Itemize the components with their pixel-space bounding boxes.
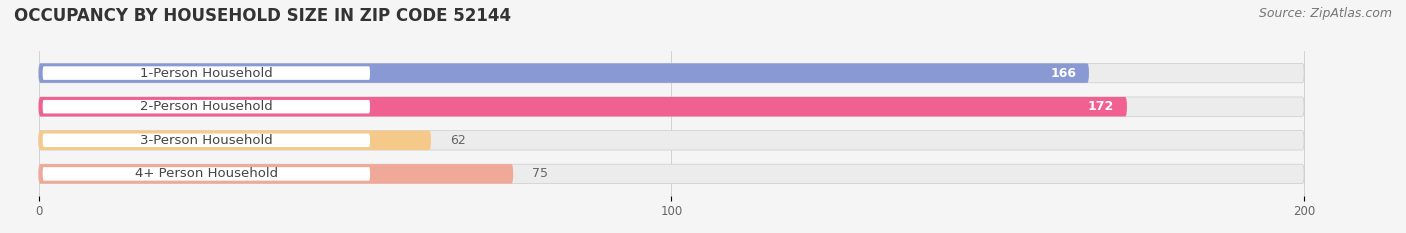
FancyBboxPatch shape (39, 130, 432, 150)
FancyBboxPatch shape (39, 97, 1128, 116)
Text: 62: 62 (450, 134, 465, 147)
Text: 3-Person Household: 3-Person Household (141, 134, 273, 147)
FancyBboxPatch shape (39, 130, 1305, 150)
FancyBboxPatch shape (39, 164, 513, 184)
FancyBboxPatch shape (42, 65, 371, 81)
Text: 1-Person Household: 1-Person Household (141, 67, 273, 80)
Text: 166: 166 (1050, 67, 1077, 80)
FancyBboxPatch shape (42, 166, 371, 182)
FancyBboxPatch shape (39, 164, 1305, 184)
Text: 172: 172 (1088, 100, 1114, 113)
Text: OCCUPANCY BY HOUSEHOLD SIZE IN ZIP CODE 52144: OCCUPANCY BY HOUSEHOLD SIZE IN ZIP CODE … (14, 7, 512, 25)
Text: Source: ZipAtlas.com: Source: ZipAtlas.com (1258, 7, 1392, 20)
FancyBboxPatch shape (39, 63, 1088, 83)
FancyBboxPatch shape (39, 63, 1305, 83)
Text: 4+ Person Household: 4+ Person Household (135, 167, 278, 180)
Text: 75: 75 (531, 167, 548, 180)
FancyBboxPatch shape (42, 133, 371, 148)
Text: 2-Person Household: 2-Person Household (141, 100, 273, 113)
FancyBboxPatch shape (42, 99, 371, 114)
FancyBboxPatch shape (39, 97, 1305, 116)
